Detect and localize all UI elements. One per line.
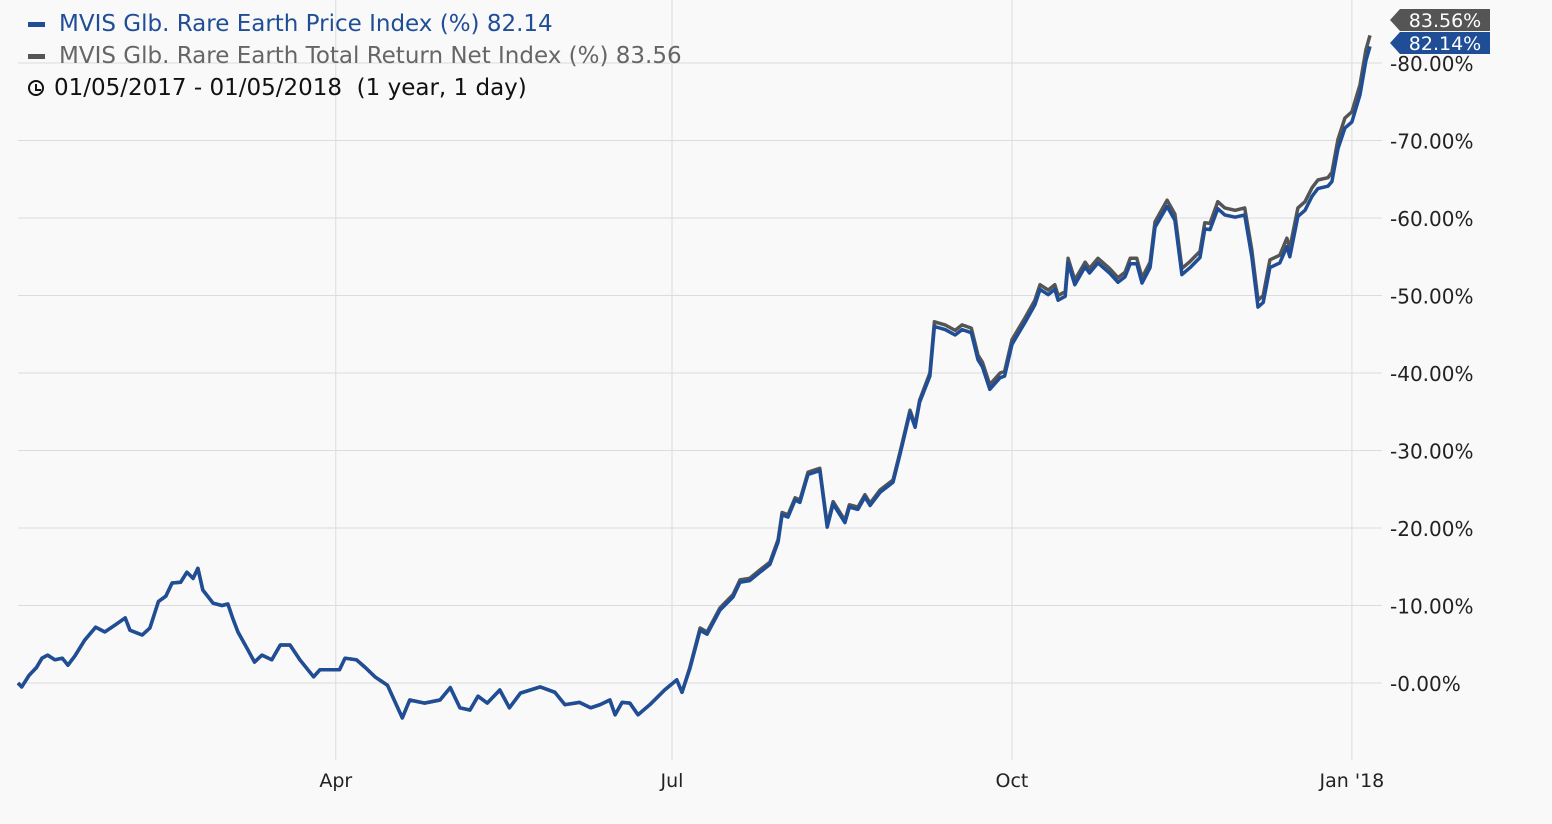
legend-price-value: 82.14 [486,11,553,37]
y-tick-label: -70.00% [1390,130,1473,154]
x-tick-label: Jul [660,770,684,792]
y-tick-label: -40.00% [1390,362,1473,386]
series-line-total_return [16,34,1372,720]
x-tick-label: Apr [319,770,352,792]
legend-price-label: MVIS Glb. Rare Earth Price Index (%) [59,11,480,37]
legend-tr-value: 83.56 [615,43,682,69]
legend: MVIS Glb. Rare Earth Price Index (%) 82.… [28,8,682,104]
y-tick-label: -80.00% [1390,52,1473,76]
date-range-label: 01/05/2017 - 01/05/2018 (1 year, 1 day) [54,75,527,101]
spacer [480,8,487,40]
end-flag-total_return [1390,9,1490,31]
y-tick-label: -60.00% [1390,207,1473,231]
clock-icon [28,80,44,96]
end-flag-price [1390,32,1490,54]
price-swatch [28,21,45,27]
legend-item-price[interactable]: MVIS Glb. Rare Earth Price Index (%) 82.… [28,8,682,40]
y-tick-label: -50.00% [1390,285,1473,309]
total-return-swatch [28,53,45,59]
y-tick-label: -0.00% [1390,672,1461,696]
x-tick-label: Jan '18 [1319,770,1385,792]
y-tick-label: -10.00% [1390,595,1473,619]
end-flag-label-total_return: 83.56% [1409,10,1481,32]
legend-item-total-return[interactable]: MVIS Glb. Rare Earth Total Return Net In… [28,40,682,72]
legend-tr-label: MVIS Glb. Rare Earth Total Return Net In… [59,43,609,69]
y-tick-label: -30.00% [1390,440,1473,464]
end-flag-label-price: 82.14% [1409,33,1481,55]
spacer [608,40,615,72]
date-range: 01/05/2017 - 01/05/2018 (1 year, 1 day) [28,72,682,104]
series-line-price [16,45,1372,720]
y-tick-label: -20.00% [1390,517,1473,541]
x-tick-label: Oct [996,770,1029,792]
